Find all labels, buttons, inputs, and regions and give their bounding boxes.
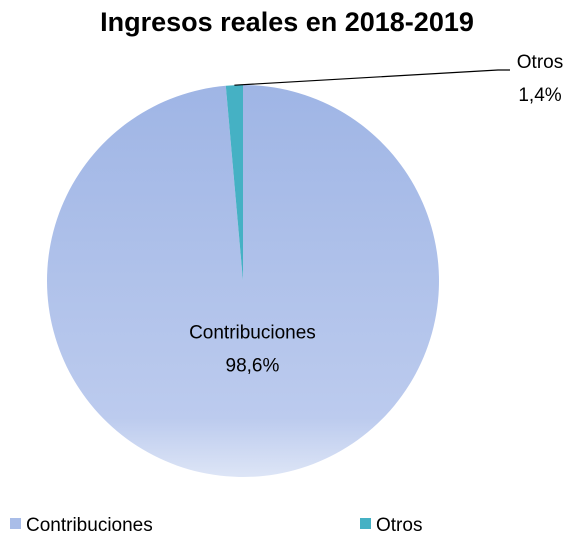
slice-category-label: Otros: [517, 52, 563, 73]
legend-label: Otros: [376, 515, 422, 535]
legend-swatch: [360, 518, 371, 529]
slice-value-label: 98,6%: [226, 355, 280, 376]
legend-label: Contribuciones: [26, 515, 153, 535]
leader-line: [234, 69, 510, 86]
slice-category-label: Contribuciones: [189, 322, 316, 343]
chart-title: Ingresos reales en 2018-2019: [100, 7, 474, 37]
legend-swatch: [10, 518, 21, 529]
pie-slice: [225, 85, 243, 281]
pie-slice: [46, 85, 439, 478]
slice-value-label: 1,4%: [518, 85, 561, 106]
